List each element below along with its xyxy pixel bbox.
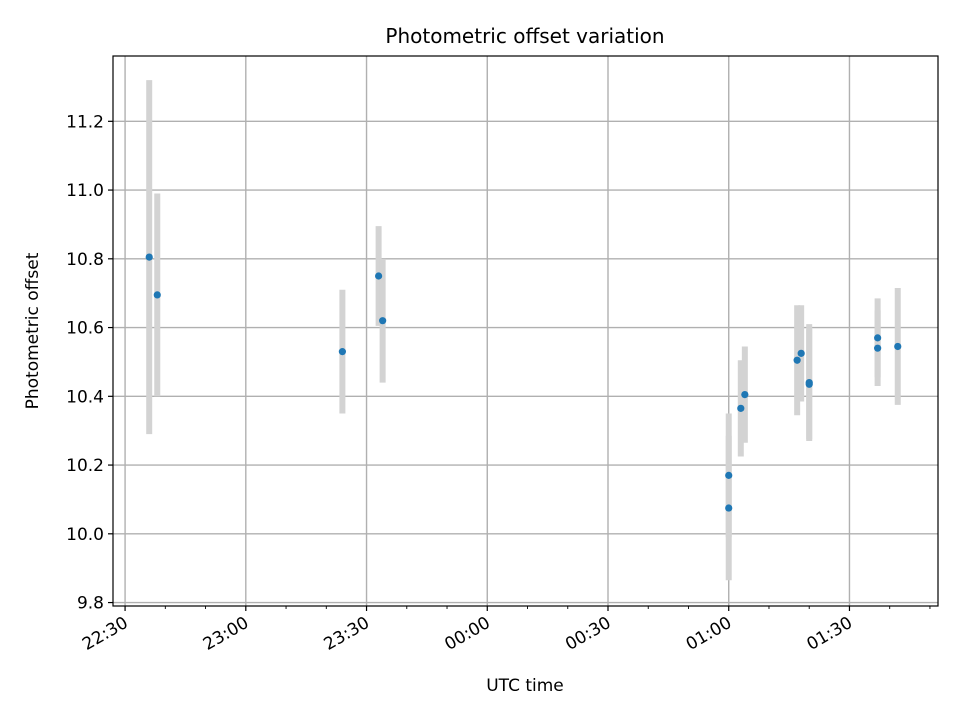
grid: [113, 56, 938, 606]
data-point: [894, 342, 902, 351]
data-point: [874, 334, 882, 342]
data-point: [797, 349, 805, 357]
chart-title: Photometric offset variation: [385, 24, 664, 48]
y-tick-label: 10.8: [66, 250, 104, 270]
y-tick-label: 10.2: [66, 456, 104, 476]
data-point: [338, 348, 346, 356]
data-point: [725, 504, 733, 512]
data-point: [375, 272, 383, 280]
data-point: [741, 390, 749, 399]
data-point: [725, 471, 733, 479]
plot-frame: [112, 55, 939, 607]
y-tick-label: 11.0: [66, 181, 104, 201]
data-point: [874, 344, 882, 352]
y-tick-label: 11.2: [66, 112, 104, 132]
data-point: [793, 356, 801, 364]
data-point: [145, 253, 153, 261]
y-tick-label: 10.4: [66, 387, 104, 407]
data-points: [145, 253, 902, 512]
data-point: [153, 291, 161, 299]
y-tick-label: 10.6: [66, 319, 104, 339]
y-tick-label: 10.0: [66, 525, 104, 545]
y-axis-label: Photometric offset: [23, 252, 43, 409]
y-tick-label: 9.8: [77, 594, 104, 614]
data-point: [805, 378, 813, 387]
data-point: [737, 404, 745, 412]
data-point: [379, 317, 387, 325]
x-axis-label: UTC time: [486, 676, 564, 696]
